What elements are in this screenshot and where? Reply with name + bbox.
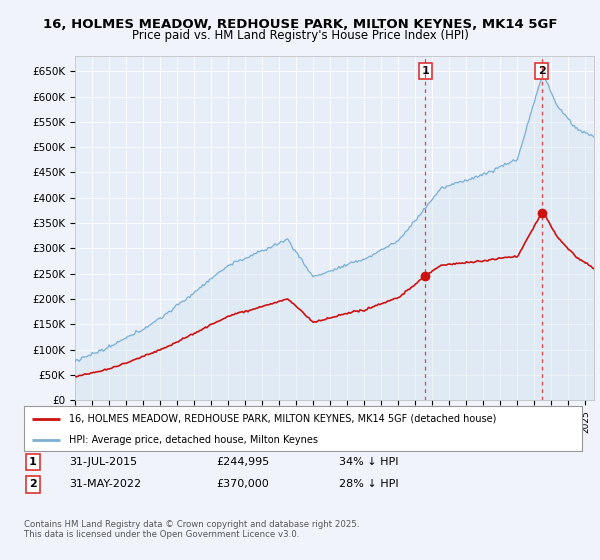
- Text: HPI: Average price, detached house, Milton Keynes: HPI: Average price, detached house, Milt…: [68, 435, 317, 445]
- Text: 2: 2: [29, 479, 37, 489]
- Text: 16, HOLMES MEADOW, REDHOUSE PARK, MILTON KEYNES, MK14 5GF (detached house): 16, HOLMES MEADOW, REDHOUSE PARK, MILTON…: [68, 413, 496, 423]
- Text: 28% ↓ HPI: 28% ↓ HPI: [339, 479, 398, 489]
- Text: 1: 1: [421, 66, 429, 76]
- Text: £244,995: £244,995: [216, 457, 269, 467]
- Text: 2: 2: [538, 66, 545, 76]
- Text: 34% ↓ HPI: 34% ↓ HPI: [339, 457, 398, 467]
- Text: 31-MAY-2022: 31-MAY-2022: [69, 479, 141, 489]
- Text: 1: 1: [29, 457, 37, 467]
- Text: 16, HOLMES MEADOW, REDHOUSE PARK, MILTON KEYNES, MK14 5GF: 16, HOLMES MEADOW, REDHOUSE PARK, MILTON…: [43, 18, 557, 31]
- Text: Price paid vs. HM Land Registry's House Price Index (HPI): Price paid vs. HM Land Registry's House …: [131, 29, 469, 42]
- Text: £370,000: £370,000: [216, 479, 269, 489]
- Text: Contains HM Land Registry data © Crown copyright and database right 2025.
This d: Contains HM Land Registry data © Crown c…: [24, 520, 359, 539]
- Text: 31-JUL-2015: 31-JUL-2015: [69, 457, 137, 467]
